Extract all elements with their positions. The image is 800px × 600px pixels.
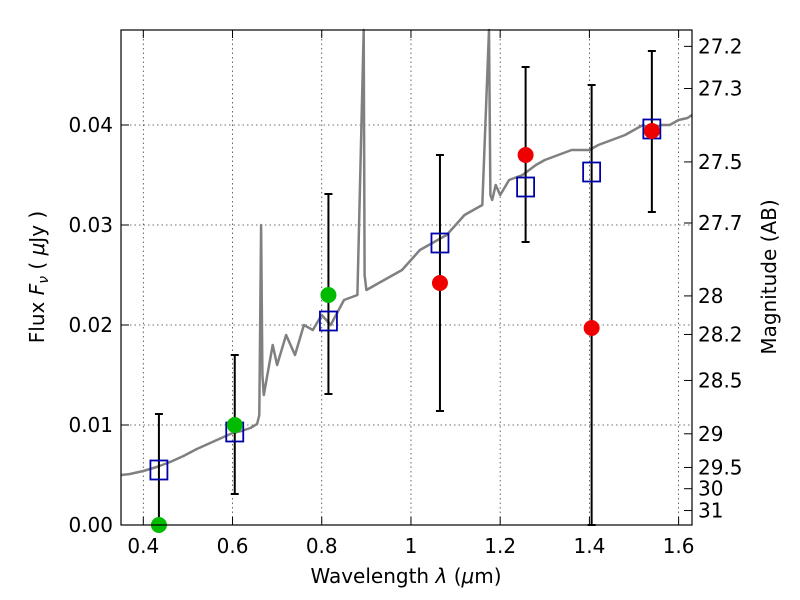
x-tick-label: 0.8 — [306, 534, 338, 558]
marker-layer — [149, 118, 662, 533]
y2-tick-label: 27.7 — [698, 211, 743, 235]
plot-frame — [120, 29, 693, 526]
y2-tick-label: 27.2 — [698, 34, 743, 58]
y2-tick-label: 29 — [698, 422, 723, 446]
x-tick-label: 1.2 — [484, 534, 516, 558]
model-square-marker — [582, 161, 602, 183]
y-tick-label: 0.02 — [68, 313, 113, 337]
y2-tick-label: 30 — [698, 477, 723, 501]
observed-point — [226, 417, 243, 433]
errorbar-layer — [154, 50, 656, 526]
y2-tick-label: 31 — [698, 499, 723, 523]
spectrum-layer — [120, 28, 693, 477]
y2-tick-label: 28.2 — [698, 322, 743, 346]
observed-point — [320, 287, 337, 303]
y-tick-label: 0.01 — [68, 413, 113, 437]
model-square-marker — [319, 310, 338, 332]
y-tick-label: 0.00 — [68, 513, 113, 537]
model-square-marker — [149, 459, 169, 481]
x-tick-label: 1 — [405, 534, 418, 558]
y2-tick-label: 28 — [698, 284, 723, 308]
observed-point — [431, 275, 448, 291]
tick-layer: 0.4 0.6 0.8 1 1.2 1.4 1.6 0.00 0.01 0.02 0.03 0.04 2… — [68, 30, 743, 558]
x-tick-label: 1.4 — [573, 534, 605, 558]
y-axis-label: Flux Fν ( μJy ) — [25, 211, 52, 343]
y2-axis-label: Magnitude (AB) — [757, 199, 781, 354]
observed-point — [517, 147, 534, 163]
model-square-marker — [430, 232, 450, 254]
x-axis-label: Wavelength λ (μm) — [310, 564, 501, 588]
y2-tick-label: 29.5 — [698, 455, 743, 479]
y-tick-label: 0.03 — [68, 213, 113, 237]
x-tick-label: 0.6 — [217, 534, 249, 558]
y2-tick-label: 27.3 — [698, 76, 743, 100]
grid-layer — [121, 30, 692, 525]
observed-point — [643, 123, 660, 139]
x-tick-label: 0.4 — [127, 534, 159, 558]
x-tick-label: 1.6 — [663, 534, 695, 558]
model-square-marker — [516, 176, 536, 198]
y2-tick-label: 28.5 — [698, 368, 743, 392]
y-tick-label: 0.04 — [68, 113, 113, 137]
y2-tick-label: 27.5 — [698, 150, 743, 174]
spectrum-line — [120, 28, 693, 477]
observed-point — [583, 320, 600, 336]
